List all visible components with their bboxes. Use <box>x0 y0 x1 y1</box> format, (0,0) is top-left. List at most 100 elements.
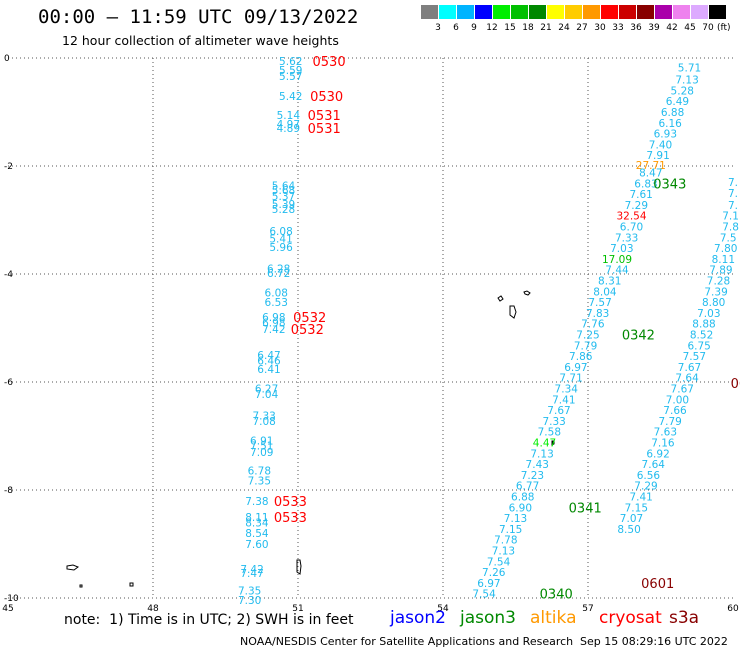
y-tick-label: -8 <box>4 486 13 496</box>
island-outline <box>497 295 504 302</box>
notes-text: note: 1) Time is in UTC; 2) SWH is in fe… <box>64 612 354 628</box>
wave-height-label: 6.47 <box>257 350 280 362</box>
island-outline <box>66 564 80 571</box>
wave-height-label: 6.70 <box>620 221 643 233</box>
satellite-legend-jason2: jason2 <box>390 608 446 628</box>
pass-time-label: 0533 <box>274 495 307 510</box>
wave-height-label: 5.37 <box>272 191 295 203</box>
legend-swatch <box>673 5 690 19</box>
legend-swatch <box>655 5 672 19</box>
wave-height-label: 7.33 <box>252 410 275 422</box>
wave-height-label: 7.38 <box>245 496 268 508</box>
legend-swatch <box>565 5 582 19</box>
wave-height-label: 6.16 <box>658 118 682 130</box>
satellite-legend-jason3: jason3 <box>460 608 516 628</box>
wave-height-label: 5.28 <box>272 204 295 216</box>
legend-unit: (ft) <box>717 23 731 33</box>
wave-height-label: 7.79 <box>574 340 597 352</box>
wave-height-label: 7.07 <box>620 513 643 525</box>
wave-height-label: 7.41 <box>552 394 575 406</box>
wave-height-label: 8.88 <box>692 319 715 331</box>
legend-label: 15 <box>504 23 516 33</box>
timestamp-text: Sep 15 08:29:16 UTC 2022 <box>580 635 728 648</box>
legend-swatch <box>529 5 546 19</box>
wave-height-label: 5.68 <box>272 185 295 197</box>
x-tick-label: 48 <box>147 604 159 614</box>
wave-height-label: 7.44 <box>605 265 629 277</box>
legend-swatch <box>475 5 492 19</box>
wave-height-label: 27.71 <box>636 160 666 172</box>
legend-swatch <box>457 5 474 19</box>
satellite-legend-s3a: s3a <box>669 608 700 628</box>
wave-height-label: 8.52 <box>690 329 713 341</box>
wave-height-label: 7.42 <box>240 564 263 576</box>
satellite-legend-cryosat: cryosat <box>599 608 662 628</box>
y-tick-label: -6 <box>4 378 13 388</box>
wave-height-label: 5.28 <box>671 85 694 97</box>
wave-height-label: 5.57 <box>279 71 302 83</box>
wave-height-label: 6.91 <box>250 435 273 447</box>
island-outline <box>296 559 302 575</box>
wave-height-label: 7.23 <box>521 470 544 482</box>
wave-height-label: 7.41 <box>629 491 652 503</box>
wave-height-label: 7.76 <box>581 319 605 331</box>
wave-height-label: 6.72 <box>267 268 290 280</box>
wave-height-label: 4.89 <box>277 123 300 135</box>
pass-time-label: 0532 <box>291 323 324 338</box>
wave-height-label: 6.98 <box>262 318 285 330</box>
wave-height-label: 6.88 <box>511 491 534 503</box>
y-tick-label: 0 <box>4 54 10 64</box>
wave-height-label: 7.42 <box>262 324 285 336</box>
legend-label: 18 <box>522 23 534 33</box>
y-tick-label: -10 <box>4 594 19 604</box>
wave-height-labels: 5.625.595.57 5.42 5.144.974.89 5.645.685.37… <box>238 56 739 607</box>
wave-height-label: 7.29 <box>625 200 648 212</box>
wave-height-label: 8.47 <box>639 167 662 179</box>
map-grid <box>8 57 733 599</box>
legend-label: 42 <box>666 23 678 33</box>
pass-time-label: 0340 <box>540 588 573 603</box>
wave-height-label: 6.92 <box>646 448 669 460</box>
wave-height-label: 7.33 <box>542 416 565 428</box>
legend-swatch <box>637 5 654 19</box>
pass-time-label: 0533 <box>274 511 307 526</box>
wave-height-label: 8.80 <box>702 297 725 309</box>
wave-height-label: 7.80 <box>714 243 737 255</box>
wave-height-label: 8.34 <box>245 517 269 529</box>
x-tick-label: 45 <box>2 604 13 614</box>
credit-text: NOAA/NESDIS Center for Satellite Applica… <box>240 635 574 648</box>
map-axes: 45 48 51 54 57 60 0 -2 -4 -6 -8 -10 <box>2 54 739 614</box>
wave-height-label: 7.13 <box>504 513 527 525</box>
wave-height-label: 5.64 <box>272 180 296 192</box>
island-outline <box>523 290 531 296</box>
wave-height-label: 7.26 <box>482 567 506 579</box>
wave-height-label: 17.09 <box>602 254 632 266</box>
wave-height-label: 6.49 <box>666 96 689 108</box>
wave-height-label: 7.67 <box>671 383 694 395</box>
wave-height-label: 7.63 <box>654 427 677 439</box>
wave-height-label: 5.96 <box>269 242 293 254</box>
wave-height-label: 7.34 <box>555 383 579 395</box>
wave-height-label: 5.71 <box>678 63 701 75</box>
wave-height-label: 7.71 <box>559 373 582 385</box>
legend-label: 6 <box>453 23 459 33</box>
legend-swatch <box>601 5 618 19</box>
wave-height-label: 32.54 <box>616 211 646 223</box>
island-outline <box>79 584 83 588</box>
wave-height-label: 7. <box>728 177 738 189</box>
pass-time-label: 0532 <box>293 311 326 326</box>
wave-height-label: 6.98 <box>262 312 285 324</box>
legend-swatch <box>547 5 564 19</box>
wave-height-label: 7.8 <box>722 221 739 233</box>
legend-label: 45 <box>684 23 696 33</box>
wave-height-label: 7.1 <box>722 211 739 223</box>
wave-height-label: 7.64 <box>675 373 699 385</box>
island-outline <box>129 582 134 587</box>
legend-swatch <box>493 5 510 19</box>
legend-label: 33 <box>612 23 624 33</box>
wave-height-label: 7.25 <box>576 329 599 341</box>
pass-time-label: 0343 <box>653 177 686 192</box>
wave-height-label: 7.67 <box>547 405 570 417</box>
legend-swatch <box>619 5 636 19</box>
